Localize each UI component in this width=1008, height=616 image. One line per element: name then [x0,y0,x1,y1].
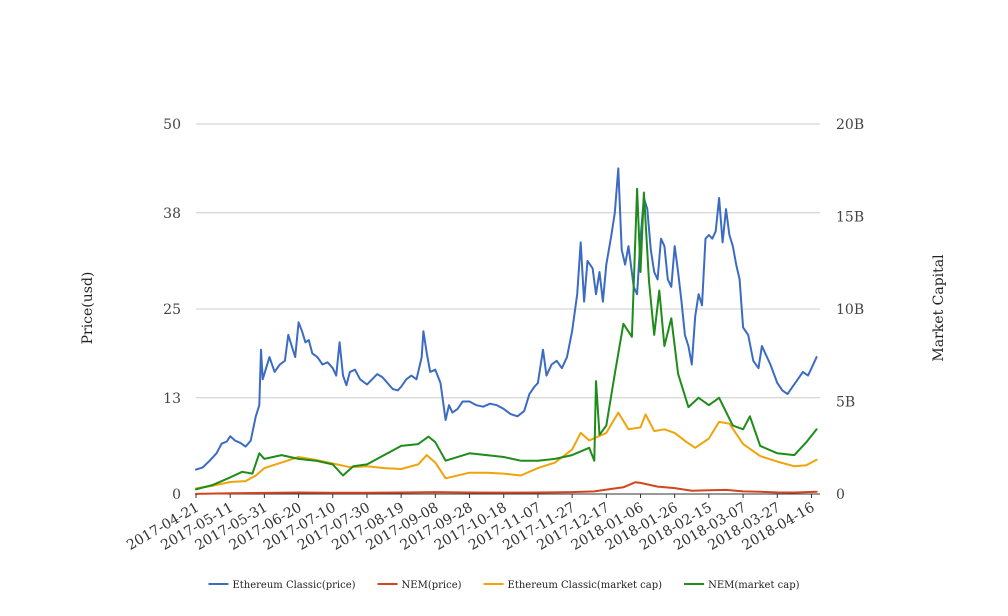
series-line-nem-market-cap [195,187,818,491]
grid-layer [196,123,820,495]
legend-item: Ethereum Classic(price) [208,580,356,591]
legend-label: NEM(price) [402,580,462,591]
series-line-ethereum-classic-market-cap [195,411,818,490]
axis-layer: Price(usd) Market Capital 0 13 25 38 50 0 5B 10… [80,117,947,554]
y-tick-label-left: 13 [163,391,181,407]
legend-label: Ethereum Classic(market cap) [508,580,663,591]
y-tick-label-right: 15B [836,210,864,226]
legend-item: NEM(price) [377,580,462,591]
legend: Ethereum Classic(price) NEM(price) Ethereu… [208,580,800,591]
y-tick-label-left: 38 [163,206,181,222]
y-tick-label-right: 0 [836,487,845,503]
legend-item: Ethereum Classic(market cap) [483,580,663,591]
left-axis-title: Price(usd) [80,272,96,345]
right-axis-title: Market Capital [931,254,947,362]
y-tick-label-left: 50 [163,117,181,133]
y-tick-label-left: 0 [172,487,181,503]
y-tick-label-left: 25 [163,302,181,318]
y-tick-label-right: 20B [836,117,864,133]
series-line-nem-price [195,481,818,495]
legend-label: Ethereum Classic(price) [232,580,355,591]
legend-label: NEM(market cap) [708,580,800,591]
series-line-ethereum-classic-price [195,167,818,471]
y-tick-label-right: 10B [836,302,864,318]
series-layer [195,167,818,495]
legend-item: NEM(market cap) [684,580,800,591]
y-tick-label-right: 5B [836,395,855,411]
